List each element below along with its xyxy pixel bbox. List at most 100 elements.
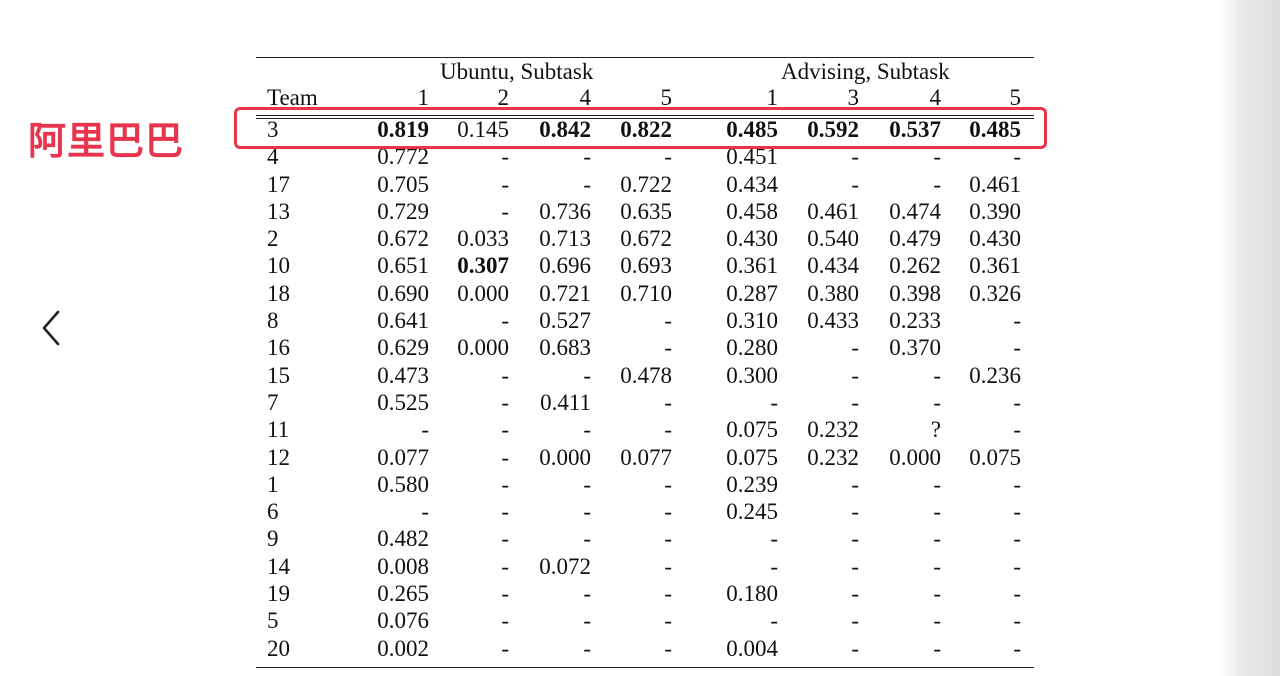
score-cell: - <box>770 608 778 634</box>
score-cell: 0.461 <box>807 198 859 224</box>
score-cell: - <box>851 362 859 388</box>
score-cell: - <box>851 144 859 170</box>
score-cell: - <box>501 144 509 170</box>
score-cell: 0.482 <box>377 526 429 552</box>
chevron-left-icon[interactable] <box>36 308 66 348</box>
score-cell: 0.307 <box>457 253 509 279</box>
score-cell: - <box>933 635 941 661</box>
score-cell: - <box>421 499 429 525</box>
score-cell: - <box>1013 144 1021 170</box>
score-cell: 0.180 <box>726 581 778 607</box>
column-header: 1 <box>417 85 430 110</box>
score-cell: - <box>1013 471 1021 497</box>
score-cell: ? <box>930 417 941 443</box>
score-cell: 0.722 <box>620 171 672 197</box>
score-cell: 0.000 <box>457 280 509 306</box>
score-cell: 0.287 <box>726 280 778 306</box>
table-row: 13 0.729 - 0.736 0.635 0.458 0.461 0.474 0.390 <box>256 198 1034 228</box>
column-header: 2 <box>497 85 510 110</box>
team-cell: 15 <box>267 362 290 388</box>
score-cell: - <box>664 308 672 334</box>
score-cell: - <box>583 417 591 443</box>
score-cell: - <box>583 581 591 607</box>
group-header-advising: Advising, Subtask <box>781 59 950 84</box>
score-cell: 0.398 <box>889 280 941 306</box>
score-cell: 0.072 <box>539 553 591 579</box>
score-cell: 0.361 <box>969 253 1021 279</box>
team-cell: 10 <box>267 253 290 279</box>
score-cell: - <box>933 389 941 415</box>
score-cell: 0.461 <box>969 171 1021 197</box>
score-cell: 0.000 <box>539 444 591 470</box>
score-cell: 0.696 <box>539 253 591 279</box>
team-cell: 4 <box>267 144 279 170</box>
score-cell: 0.721 <box>539 280 591 306</box>
score-cell: - <box>501 608 509 634</box>
score-cell: - <box>583 144 591 170</box>
score-cell: - <box>583 635 591 661</box>
score-cell: 0.651 <box>377 253 429 279</box>
score-cell: - <box>851 171 859 197</box>
score-cell: - <box>664 526 672 552</box>
score-cell: 0.033 <box>457 226 509 252</box>
score-cell: - <box>664 144 672 170</box>
table-row: 3 0.819 0.145 0.842 0.822 0.485 0.592 0.537 0.48… <box>256 117 1034 146</box>
column-header-row: Team 1 2 4 5 1 3 4 5 <box>256 85 1034 113</box>
score-cell: - <box>851 608 859 634</box>
score-cell: - <box>1013 389 1021 415</box>
team-cell: 13 <box>267 198 290 224</box>
score-cell: - <box>501 389 509 415</box>
score-cell: - <box>933 608 941 634</box>
score-cell: - <box>851 635 859 661</box>
score-cell: 0.729 <box>377 198 429 224</box>
team-cell: 8 <box>267 308 279 334</box>
table-row: 18 0.690 0.000 0.721 0.710 0.287 0.380 0.398 0.3… <box>256 280 1034 310</box>
score-cell: - <box>1013 553 1021 579</box>
score-cell: 0.075 <box>726 444 778 470</box>
table-row: 9 0.482 - - - - - - - <box>256 526 1034 555</box>
score-cell: 0.580 <box>377 471 429 497</box>
score-cell: - <box>583 362 591 388</box>
score-cell: 0.361 <box>726 253 778 279</box>
score-cell: - <box>770 526 778 552</box>
score-cell: 0.232 <box>807 444 859 470</box>
score-cell: 0.004 <box>726 635 778 661</box>
table-row: 14 0.008 - 0.072 - - - - - <box>256 553 1034 583</box>
table-rule-bottom <box>256 667 1034 668</box>
score-cell: 0.690 <box>377 280 429 306</box>
score-cell: - <box>583 471 591 497</box>
table-body: 3 0.819 0.145 0.842 0.822 0.485 0.592 0.537 0.48… <box>256 117 1034 665</box>
score-cell: 0.075 <box>726 417 778 443</box>
score-cell: 0.672 <box>377 226 429 252</box>
table-row: 8 0.641 - 0.527 - 0.310 0.433 0.233 - <box>256 308 1034 337</box>
score-cell: 0.473 <box>377 362 429 388</box>
score-cell: - <box>501 362 509 388</box>
team-cell: 1 <box>267 471 279 497</box>
score-cell: - <box>933 581 941 607</box>
team-cell: 20 <box>267 635 290 661</box>
table-row: 11 - - - - 0.075 0.232? - <box>256 417 1034 446</box>
score-cell: - <box>583 526 591 552</box>
score-cell: 0.411 <box>540 389 591 415</box>
score-cell: 0.485 <box>726 117 778 142</box>
score-cell: - <box>501 444 509 470</box>
score-cell: 0.479 <box>889 226 941 252</box>
column-header: 5 <box>1009 85 1022 110</box>
column-header: 4 <box>579 85 592 110</box>
table-row: 12 0.077 - 0.000 0.077 0.075 0.232 0.000 0.075 <box>256 444 1034 474</box>
score-cell: - <box>770 389 778 415</box>
score-cell: 0.232 <box>807 417 859 443</box>
score-cell: - <box>664 417 672 443</box>
score-cell: - <box>583 171 591 197</box>
score-cell: 0.000 <box>889 444 941 470</box>
score-cell: 0.380 <box>807 280 859 306</box>
score-cell: 0.478 <box>620 362 672 388</box>
score-cell: - <box>851 335 859 361</box>
score-cell: - <box>501 553 509 579</box>
table-rule-top <box>256 57 1034 58</box>
table-row: 10 0.651 0.307 0.696 0.693 0.361 0.434 0.262 0.3… <box>256 253 1034 282</box>
score-cell: - <box>1013 308 1021 334</box>
highlight-box <box>234 107 1047 149</box>
score-cell: 0.430 <box>969 226 1021 252</box>
score-cell: 0.592 <box>807 117 859 142</box>
